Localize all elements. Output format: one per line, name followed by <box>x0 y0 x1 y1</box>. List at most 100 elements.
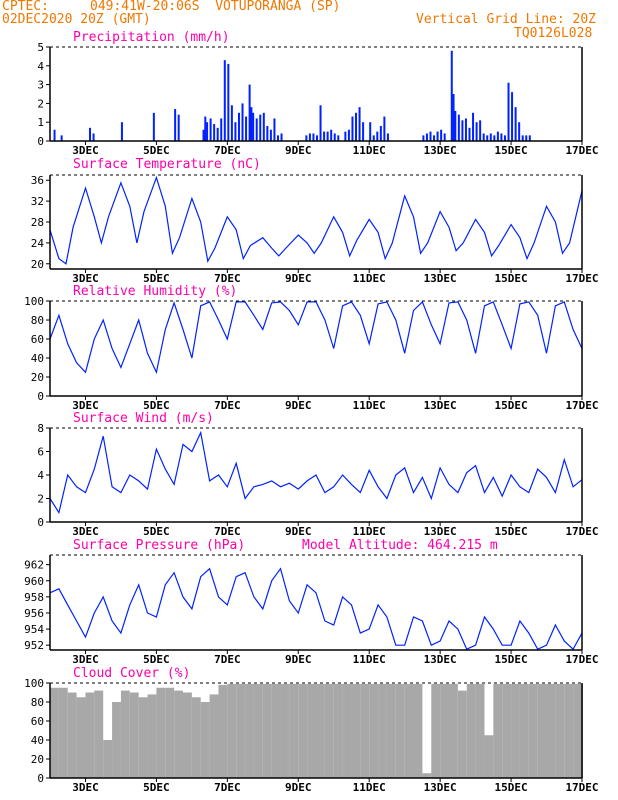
precip-bar <box>60 135 63 141</box>
y-tick-label: 28 <box>31 216 44 229</box>
cloud-bar <box>316 683 325 778</box>
y-tick-label: 0 <box>37 516 44 529</box>
precip-bar <box>493 135 496 141</box>
x-tick-label: 15DEC <box>495 525 528 538</box>
x-tick-label: 13DEC <box>424 781 457 794</box>
header-location: 049:41W-20:06S VOTUPORANGA (SP) <box>90 0 341 14</box>
x-tick-label: 7DEC <box>214 399 241 412</box>
y-tick-label: 100 <box>24 295 44 308</box>
cloud-bar <box>528 683 538 778</box>
precip-bar <box>344 131 347 141</box>
y-tick-label: 0 <box>37 135 44 148</box>
cloud-bar <box>502 683 512 778</box>
precip-bar <box>204 116 207 141</box>
x-tick-label: 9DEC <box>285 653 312 666</box>
y-tick-label: 60 <box>31 333 44 346</box>
y-tick-label: 80 <box>31 314 44 327</box>
x-tick-label: 13DEC <box>424 653 457 666</box>
precip-bar <box>241 103 244 141</box>
x-tick-label: 15DEC <box>495 653 528 666</box>
y-tick-label: 24 <box>31 237 45 250</box>
precip-bar <box>220 118 223 141</box>
y-tick-label: 20 <box>31 258 44 271</box>
cloud-bar <box>555 683 565 778</box>
cloud-bar <box>378 683 387 778</box>
precip-bar <box>280 133 283 141</box>
y-tick-label: 962 <box>24 559 44 572</box>
cloud-bar <box>271 683 281 778</box>
precip-bar <box>259 114 262 141</box>
x-tick-label: 17DEC <box>565 525 598 538</box>
precip-bar <box>518 122 521 141</box>
panel-title: Surface Wind (m/s) <box>73 411 214 426</box>
cloud-bar <box>475 683 485 778</box>
precip-bar <box>464 118 467 141</box>
precip-bar <box>514 107 517 141</box>
precip-bar <box>500 133 503 141</box>
series-line <box>49 175 583 265</box>
panel-title: Cloud Cover (%) <box>73 666 190 681</box>
y-tick-label: 36 <box>31 174 44 187</box>
x-tick-label: 13DEC <box>424 399 457 412</box>
precip-bar <box>273 118 276 141</box>
precip-bar <box>454 110 457 141</box>
precip-bar <box>503 135 506 141</box>
cloud-bar <box>457 690 467 778</box>
x-tick-label: 5DEC <box>143 272 170 285</box>
y-tick-label: 60 <box>31 715 44 728</box>
precip-bar <box>255 118 258 141</box>
cloud-bar <box>431 683 441 778</box>
cloud-bar <box>253 683 263 778</box>
cloud-bar <box>183 692 192 778</box>
precip-bar <box>511 92 514 141</box>
cloud-bar <box>191 697 201 778</box>
precip-bar <box>472 112 475 141</box>
cloud-bar <box>511 683 520 778</box>
cloud-bar <box>440 683 449 778</box>
cloud-bar <box>262 683 272 778</box>
x-tick-label: 3DEC <box>72 653 99 666</box>
precip-bar <box>266 125 269 141</box>
precip-bar <box>482 133 485 141</box>
cloud-bar <box>413 683 423 778</box>
cloud-bar <box>386 683 396 778</box>
header-code: TQ0126L028 <box>514 26 593 41</box>
precip-bar <box>372 135 375 141</box>
x-tick-label: 7DEC <box>214 144 241 157</box>
x-tick-label: 15DEC <box>495 399 528 412</box>
precip-bar <box>202 129 205 141</box>
precip-bar <box>376 131 379 141</box>
header-run: 02DEC2020 20Z (GMT) <box>2 12 151 27</box>
y-tick-label: 2 <box>37 97 44 110</box>
precip-bar <box>269 129 272 141</box>
panel-5: Surface Pressure (hPa) Model Altitude: 46… <box>24 538 598 666</box>
precip-bar <box>230 105 233 141</box>
header-source: CPTEC: <box>2 0 49 14</box>
cloud-bar <box>546 683 556 778</box>
precip-bar <box>440 129 443 141</box>
precip-bar <box>305 135 308 141</box>
cloud-bar <box>120 690 130 778</box>
y-tick-label: 6 <box>37 446 44 459</box>
x-tick-label: 17DEC <box>565 399 598 412</box>
x-tick-label: 9DEC <box>285 272 312 285</box>
cloud-bar <box>342 683 352 778</box>
y-tick-label: 4 <box>37 60 44 73</box>
x-tick-label: 17DEC <box>565 144 598 157</box>
cloud-bar <box>50 687 59 778</box>
precip-bar <box>468 127 471 141</box>
precip-bar <box>486 135 489 141</box>
precip-bar <box>92 133 95 141</box>
cloud-bar <box>360 683 370 778</box>
cloud-bar <box>280 683 290 778</box>
cloud-bar <box>165 687 175 778</box>
x-tick-label: 13DEC <box>424 272 457 285</box>
cloud-bar <box>58 687 68 778</box>
series-line <box>49 430 583 515</box>
precip-bar <box>330 129 333 141</box>
panel-3: Relative Humidity (%) 0 20 40 60 80 100 3DEC 5DE… <box>24 284 598 412</box>
precip-bar <box>379 125 382 141</box>
x-tick-label: 9DEC <box>285 144 312 157</box>
precip-bar <box>234 122 237 141</box>
cloud-bar <box>209 694 219 778</box>
